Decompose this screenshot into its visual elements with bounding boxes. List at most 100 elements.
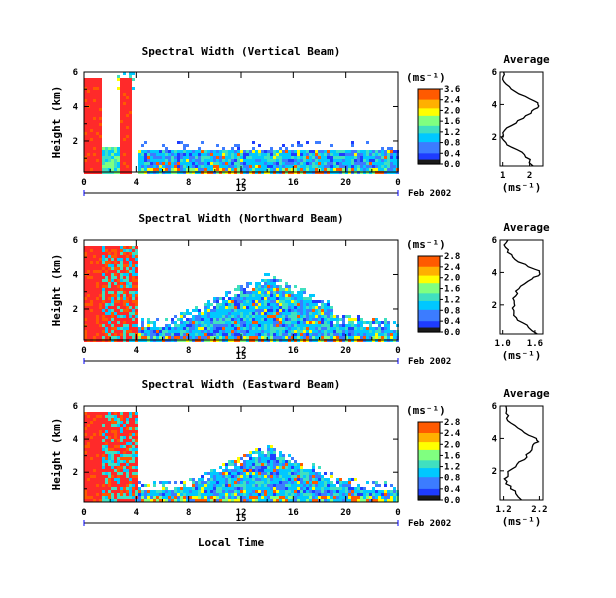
heatmap-cell (393, 150, 396, 153)
heatmap-cell (273, 460, 276, 463)
heatmap-cell (108, 255, 111, 258)
heatmap-cell (351, 321, 354, 324)
heatmap-cell (375, 484, 378, 487)
heatmap-cell (87, 457, 90, 460)
heatmap-cell (321, 300, 324, 303)
heatmap-cell (324, 481, 327, 484)
heatmap-cell (312, 153, 315, 156)
heatmap-cell (177, 153, 180, 156)
heatmap-cell (102, 496, 105, 499)
heatmap-cell (234, 327, 237, 330)
heatmap-cell (111, 448, 114, 451)
heatmap-cell (288, 460, 291, 463)
heatmap-cell (120, 138, 123, 141)
heatmap-cell (111, 499, 114, 502)
heatmap-cell (123, 144, 126, 147)
heatmap-cell (219, 493, 222, 496)
colorbar-band (418, 462, 440, 465)
heatmap-cell (216, 315, 219, 318)
heatmap-cell (210, 499, 213, 502)
colorbar-band (418, 142, 440, 145)
heatmap-cell (108, 312, 111, 315)
colorbar-band (418, 258, 440, 261)
heatmap-cell (327, 306, 330, 309)
heatmap-cell (93, 487, 96, 490)
heatmap-cell (237, 318, 240, 321)
heatmap-cell (228, 168, 231, 171)
heatmap-cell (381, 493, 384, 496)
heatmap-cell (318, 481, 321, 484)
heatmap-cell (306, 141, 309, 144)
heatmap-cell (228, 159, 231, 162)
heatmap-cell (90, 150, 93, 153)
heatmap-cell (225, 309, 228, 312)
heatmap-cell (276, 303, 279, 306)
heatmap-cell (240, 493, 243, 496)
heatmap-cell (117, 255, 120, 258)
heatmap-cell (378, 153, 381, 156)
heatmap-cell (228, 487, 231, 490)
heatmap-cell (132, 309, 135, 312)
heatmap-cell (123, 466, 126, 469)
heatmap-cell (378, 490, 381, 493)
heatmap-cell (111, 451, 114, 454)
heatmap-cell (93, 117, 96, 120)
heatmap-cell (273, 496, 276, 499)
heatmap-cell (294, 469, 297, 472)
heatmap-cell (246, 318, 249, 321)
heatmap-cell (129, 430, 132, 433)
heatmap-cell (300, 490, 303, 493)
heatmap-cell (348, 336, 351, 339)
heatmap-cell (168, 327, 171, 330)
heatmap-cell (222, 300, 225, 303)
heatmap-cell (87, 87, 90, 90)
heatmap-cell (255, 303, 258, 306)
heatmap-cell (90, 84, 93, 87)
heatmap-cell (264, 288, 267, 291)
heatmap-cell (201, 312, 204, 315)
heatmap-cell (123, 297, 126, 300)
heatmap-cell (180, 487, 183, 490)
heatmap-cell (90, 484, 93, 487)
heatmap-cell (114, 439, 117, 442)
heatmap-cell (348, 321, 351, 324)
heatmap-cell (114, 330, 117, 333)
y-tick-label: 6 (73, 68, 78, 78)
heatmap-cell (132, 448, 135, 451)
heatmap-cell (87, 300, 90, 303)
heatmap-cell (297, 481, 300, 484)
heatmap-cell (177, 499, 180, 502)
heatmap-cell (258, 282, 261, 285)
heatmap-cell (309, 481, 312, 484)
heatmap-cell (243, 315, 246, 318)
heatmap-cell (102, 309, 105, 312)
x-tick-label: 16 (288, 508, 299, 518)
heatmap-cell (258, 472, 261, 475)
heatmap-cell (195, 333, 198, 336)
heatmap-cell (228, 165, 231, 168)
heatmap-cell (126, 300, 129, 303)
heatmap-cell (243, 321, 246, 324)
heatmap-cell (99, 327, 102, 330)
heatmap-cell (135, 291, 138, 294)
heatmap-cell (306, 472, 309, 475)
heatmap-cell (297, 294, 300, 297)
heatmap-cell (87, 102, 90, 105)
heatmap-cell (276, 333, 279, 336)
heatmap-cell (144, 156, 147, 159)
heatmap-cell (129, 78, 132, 81)
heatmap-cell (249, 330, 252, 333)
heatmap-cell (372, 481, 375, 484)
heatmap-cell (225, 493, 228, 496)
heatmap-cell (132, 312, 135, 315)
heatmap-cell (90, 460, 93, 463)
heatmap-cell (306, 306, 309, 309)
heatmap-cell (120, 276, 123, 279)
heatmap-cell (315, 141, 318, 144)
heatmap-cell (84, 472, 87, 475)
heatmap-cell (201, 165, 204, 168)
heatmap-cell (105, 249, 108, 252)
heatmap-cell (315, 318, 318, 321)
heatmap-cell (87, 493, 90, 496)
heatmap-cell (117, 318, 120, 321)
